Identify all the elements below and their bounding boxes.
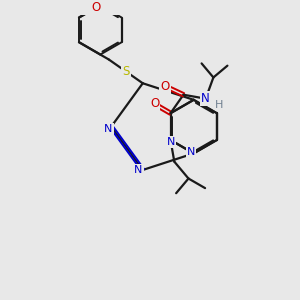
Text: S: S xyxy=(122,65,130,78)
Text: N: N xyxy=(167,137,176,147)
Text: N: N xyxy=(187,147,195,157)
Text: N: N xyxy=(104,124,112,134)
Text: H: H xyxy=(215,100,224,110)
Text: O: O xyxy=(150,97,159,110)
Text: N: N xyxy=(201,92,210,105)
Text: O: O xyxy=(91,2,100,14)
Text: O: O xyxy=(160,80,170,93)
Text: N: N xyxy=(134,165,143,175)
